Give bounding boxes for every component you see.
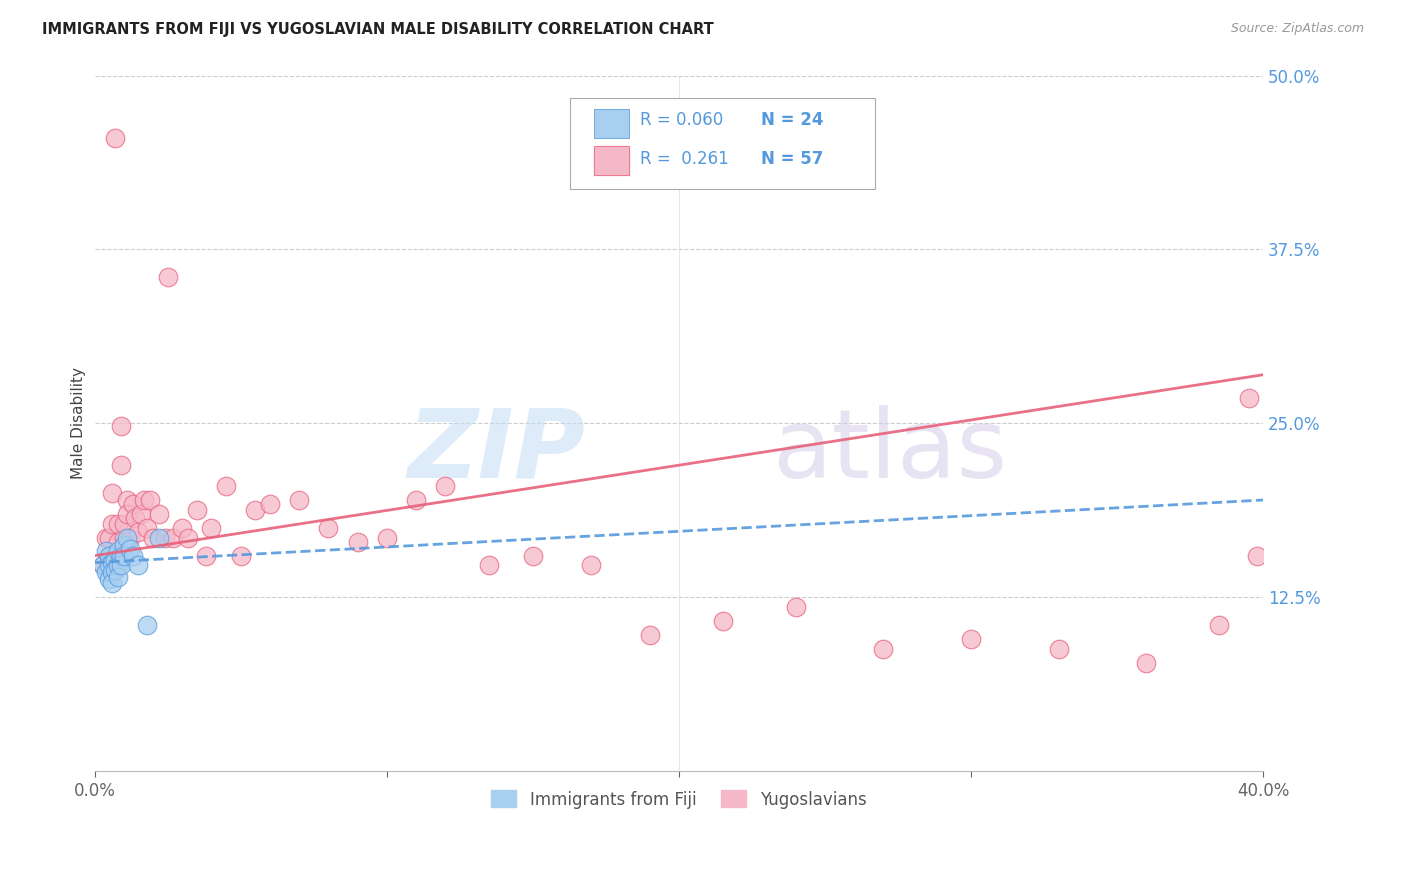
Point xyxy=(581,558,603,573)
Point xyxy=(98,549,121,563)
Point xyxy=(1246,549,1268,563)
Text: N = 24: N = 24 xyxy=(761,112,823,129)
Point xyxy=(107,544,129,558)
Bar xyxy=(593,146,628,176)
Point xyxy=(107,569,129,583)
Point xyxy=(136,521,159,535)
Point xyxy=(104,563,127,577)
Point xyxy=(112,549,135,563)
Point xyxy=(259,497,281,511)
Point xyxy=(434,479,457,493)
Point xyxy=(1135,656,1157,670)
Point xyxy=(112,516,135,531)
Point xyxy=(107,516,129,531)
Point xyxy=(872,641,894,656)
Point xyxy=(98,531,121,545)
Point xyxy=(960,632,983,647)
Point xyxy=(172,521,194,535)
Legend: Immigrants from Fiji, Yugoslavians: Immigrants from Fiji, Yugoslavians xyxy=(485,784,873,815)
Point xyxy=(110,558,132,573)
Point xyxy=(229,549,252,563)
Point xyxy=(153,531,176,545)
Point xyxy=(162,531,184,545)
Point xyxy=(101,516,124,531)
Point xyxy=(96,544,118,558)
Point xyxy=(110,458,132,473)
Text: R = 0.060: R = 0.060 xyxy=(640,112,724,129)
Y-axis label: Male Disability: Male Disability xyxy=(72,368,86,480)
Point xyxy=(215,479,238,493)
Point xyxy=(110,419,132,434)
Point xyxy=(522,549,544,563)
Point xyxy=(148,507,170,521)
Point xyxy=(638,628,661,642)
Point xyxy=(104,553,127,567)
Point xyxy=(136,618,159,632)
Point xyxy=(98,572,121,586)
Point xyxy=(121,497,143,511)
Point xyxy=(127,558,149,573)
Text: IMMIGRANTS FROM FIJI VS YUGOSLAVIAN MALE DISABILITY CORRELATION CHART: IMMIGRANTS FROM FIJI VS YUGOSLAVIAN MALE… xyxy=(42,22,714,37)
Point xyxy=(405,493,427,508)
Point xyxy=(1237,392,1260,406)
Point xyxy=(139,493,162,508)
Point xyxy=(177,531,200,545)
Point xyxy=(1208,618,1230,632)
Point xyxy=(110,549,132,563)
Point xyxy=(288,493,311,508)
Point xyxy=(127,524,149,539)
Point xyxy=(112,531,135,545)
Point xyxy=(131,507,153,521)
Point xyxy=(91,558,114,573)
Point xyxy=(115,493,138,508)
Point xyxy=(200,521,222,535)
Point xyxy=(101,576,124,591)
Point xyxy=(142,531,165,545)
Point xyxy=(104,549,127,563)
Point xyxy=(115,531,138,545)
Bar xyxy=(593,109,628,137)
Point xyxy=(1047,641,1070,656)
Point xyxy=(96,531,118,545)
Point xyxy=(98,558,121,573)
Point xyxy=(104,131,127,145)
Bar xyxy=(593,109,628,137)
Point xyxy=(375,531,398,545)
Point xyxy=(118,531,141,545)
Text: R =  0.261: R = 0.261 xyxy=(640,150,730,168)
Point xyxy=(98,549,121,563)
Point xyxy=(112,537,135,551)
Point xyxy=(186,502,208,516)
Point xyxy=(96,566,118,580)
Point xyxy=(478,558,501,573)
Point xyxy=(124,511,146,525)
Text: N = 57: N = 57 xyxy=(761,150,823,168)
Point xyxy=(115,507,138,521)
FancyBboxPatch shape xyxy=(571,98,875,189)
Point xyxy=(107,558,129,573)
Text: ZIP: ZIP xyxy=(408,405,585,498)
Point xyxy=(245,502,267,516)
Bar xyxy=(593,146,628,176)
Point xyxy=(101,566,124,580)
Point xyxy=(785,600,807,615)
Point xyxy=(101,486,124,500)
Point xyxy=(318,521,340,535)
Point xyxy=(711,614,734,628)
Point xyxy=(107,534,129,549)
Point xyxy=(156,270,179,285)
Point xyxy=(194,549,217,563)
Point xyxy=(118,541,141,556)
Point xyxy=(148,531,170,545)
Point xyxy=(91,558,114,573)
Text: atlas: atlas xyxy=(772,405,1008,498)
Text: Source: ZipAtlas.com: Source: ZipAtlas.com xyxy=(1230,22,1364,36)
Point xyxy=(134,493,156,508)
Point xyxy=(346,534,368,549)
Point xyxy=(101,556,124,570)
Point xyxy=(121,549,143,563)
